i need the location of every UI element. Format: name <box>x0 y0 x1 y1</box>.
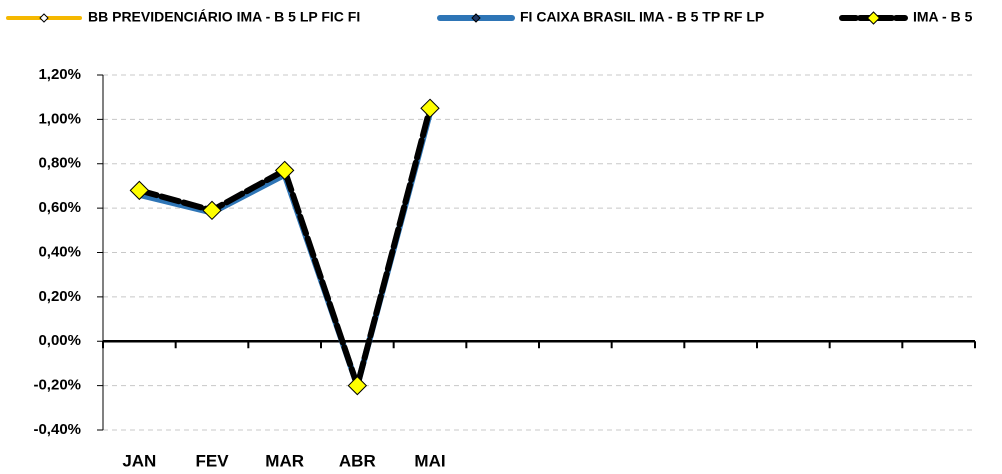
series-line <box>136 105 433 389</box>
data-marker <box>420 98 440 118</box>
y-tick-label: -0,20% <box>33 377 81 394</box>
data-marker <box>202 200 222 221</box>
legend-item: IMA - B 5 <box>839 9 973 25</box>
x-tick-label: MAI <box>414 451 445 470</box>
x-tick-label: ABR <box>339 451 376 470</box>
legend-label: FI CAIXA BRASIL IMA - B 5 TP RF LP <box>520 9 764 25</box>
x-tick-label: FEV <box>195 451 229 470</box>
data-marker <box>347 375 368 396</box>
legend-item: BB PREVIDENCIÁRIO IMA - B 5 LP FIC FI <box>6 9 360 25</box>
series-line <box>137 108 432 388</box>
y-tick-label: 1,00% <box>38 110 81 127</box>
series-line <box>136 109 433 389</box>
legend-marker <box>866 11 881 25</box>
y-tick-label: -0,40% <box>33 421 81 438</box>
y-tick-label: 0,00% <box>38 332 81 349</box>
legend-item: FI CAIXA BRASIL IMA - B 5 TP RF LP <box>437 9 764 25</box>
x-tick-label: MAR <box>265 451 304 470</box>
y-tick-label: 0,40% <box>38 243 81 260</box>
legend-label: BB PREVIDENCIÁRIO IMA - B 5 LP FIC FI <box>88 9 360 25</box>
legend-marker <box>471 13 481 23</box>
data-marker <box>129 180 150 201</box>
y-tick-label: 0,80% <box>38 155 81 172</box>
y-tick-label: 0,60% <box>38 199 81 216</box>
y-tick-label: 1,20% <box>38 66 81 83</box>
y-tick-label: 0,20% <box>38 288 81 305</box>
data-marker <box>274 160 295 181</box>
x-tick-label: JAN <box>122 451 156 470</box>
legend-marker <box>39 13 49 23</box>
legend-label: IMA - B 5 <box>913 9 973 25</box>
